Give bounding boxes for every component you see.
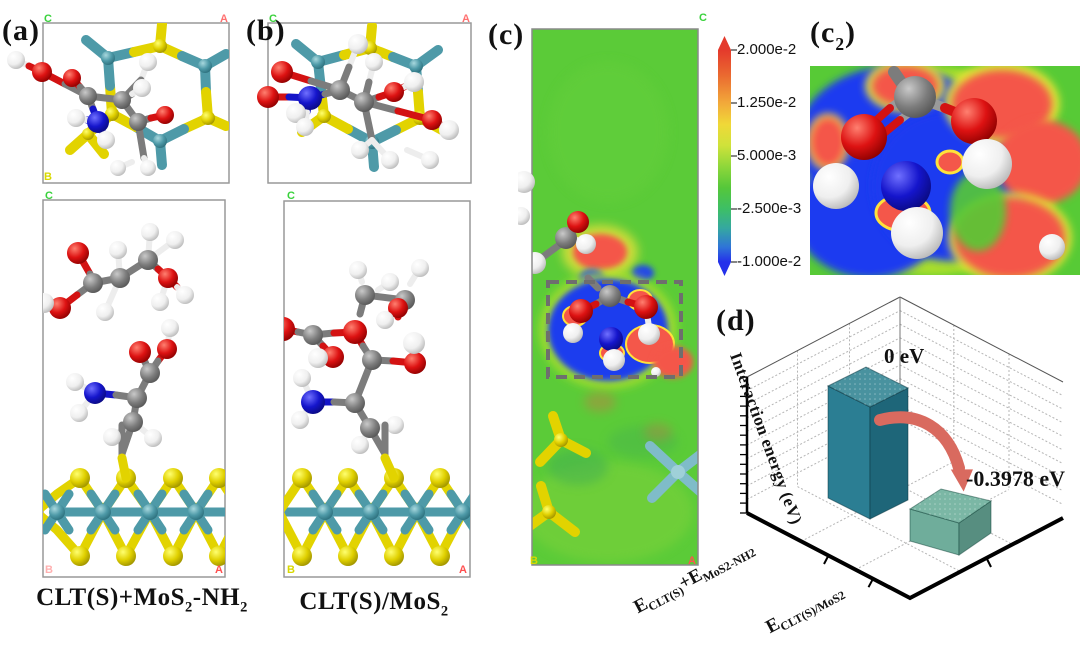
zoom-region-box [546,280,683,379]
molecule-top-view [257,34,459,169]
molybdenum-sticks [645,441,698,503]
cell-axis-label: C [44,13,52,25]
cell-axis-label: A [215,564,223,576]
cell-axis-label: A [688,555,696,567]
colorbar-arrow-bottom [718,262,731,276]
hydrogen-atom [518,207,530,225]
charge-density-zoom [810,66,1080,275]
colorbar-gradient [718,50,731,262]
colorbar-arrow-top [718,36,731,50]
colorbar-tick-label: -1.000e-2 [737,253,802,270]
molecule-on-map [532,211,661,377]
cell-axis-label: B [44,171,52,183]
molecule-free [43,223,194,321]
cell-axis-label: B [45,564,53,576]
cell-axis-label: A [220,13,228,25]
cell-axis-label: C [287,190,295,202]
transition-arrow-icon [874,411,973,492]
colorbar [718,36,737,276]
cell-axis-label: A [459,564,467,576]
cell-axis-label: A [462,13,470,25]
interaction-energy-chart [740,296,1064,601]
y-axis [740,376,749,514]
molecule-complex [284,259,429,458]
bar-value-adsorbed: -0.3978 eV [966,466,1065,491]
mos2-slab [284,468,470,566]
panel-b-caption: CLT(S)/MoS2 [299,588,449,620]
cell-axis-label: B [287,564,295,576]
mos2-slab [43,468,225,566]
charge-density-map [518,28,699,566]
colorbar-tick-label: -2.500e-3 [737,200,802,217]
cell-axis-label: C [699,12,707,24]
colorbar-tick-label: 5.000e-3 [737,147,797,164]
panel-c-label: (c) [488,18,525,51]
panel-a-top-view [7,22,230,184]
panel-a-side-view [42,199,226,578]
cell-axis-label: C [269,13,277,25]
panel-b-label: (b) [246,14,286,47]
panel-b-side-view [283,200,471,578]
molecule-top-view [7,51,174,176]
bar-value-reference: 0 eV [884,344,925,368]
cell-axis-label: C [45,190,53,202]
x-axes [746,511,1064,601]
bar-reference [826,366,910,520]
bar-adsorbed [908,488,993,556]
panel-c2-label: (c2) [810,16,857,54]
panel-a-label: (a) [2,14,40,47]
sulfur-sticks [532,411,591,537]
hydrogen-atom [518,171,535,193]
panel-d-label: (d) [716,304,756,337]
molecule-zoom [813,66,1065,260]
cell-axis-label: B [530,555,538,567]
colorbar-tick-label: 2.000e-2 [737,41,797,58]
colorbar-tick-label: 1.250e-2 [737,94,797,111]
panel-a-caption: CLT(S)+MoS2-NH2 [36,584,248,616]
panel-b-top-view [257,22,472,184]
